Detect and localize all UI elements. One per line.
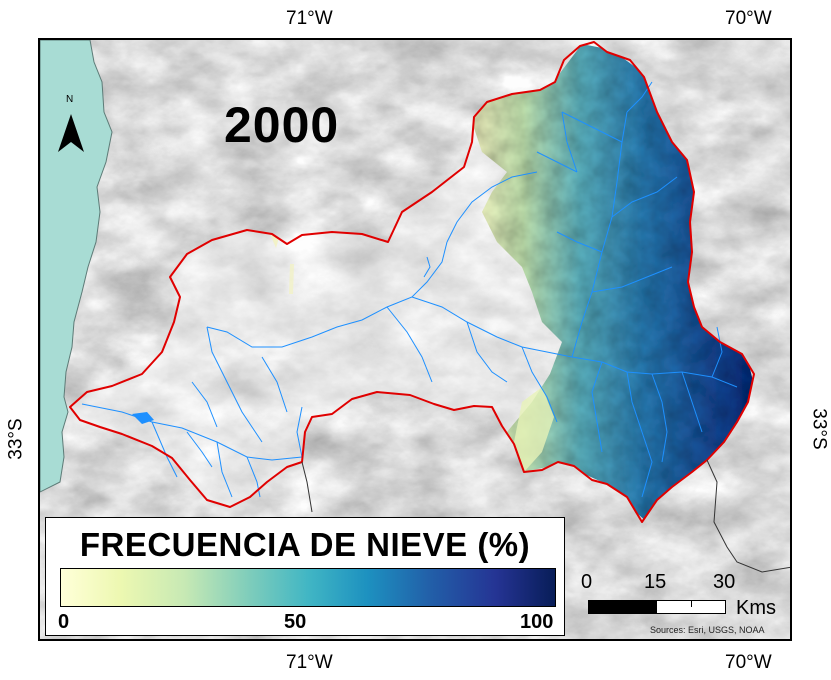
legend-min-label: 0	[58, 611, 70, 633]
lon-label-71w-bottom: 71°W	[286, 652, 333, 673]
scale-label-0: 0	[581, 571, 593, 593]
scale-bar	[588, 600, 726, 614]
lat-label-33s-left: 33°S	[5, 418, 27, 460]
year-title: 2000	[224, 97, 340, 153]
basin-outline[interactable]	[69, 41, 755, 523]
north-label: N	[66, 94, 74, 105]
river-network	[81, 81, 738, 498]
legend-mid-label: 50	[284, 611, 307, 633]
legend-box: FRECUENCIA DE NIEVE (%) 0 50 100	[45, 517, 565, 636]
admin-boundaries	[301, 459, 790, 573]
scale-label-30: 30	[713, 571, 736, 593]
legend-title: FRECUENCIA DE NIEVE (%)	[79, 526, 531, 563]
scale-unit: Kms	[736, 597, 776, 619]
north-arrow-icon	[58, 114, 84, 152]
sources-credit: Sources: Esri, USGS, NOAA	[650, 625, 765, 635]
legend-max-label: 100	[520, 611, 554, 633]
lat-label-33s-right: 33°S	[808, 408, 830, 450]
lon-label-70w-bottom: 70°W	[725, 652, 772, 673]
scale-label-15: 15	[644, 571, 667, 593]
lon-label-70w-top: 70°W	[725, 8, 772, 29]
lon-label-71w-top: 71°W	[286, 8, 333, 29]
legend-color-ramp	[60, 568, 556, 607]
scale-bar-black-segment	[589, 601, 657, 613]
reservoir	[132, 412, 154, 424]
snow-frequency-layer	[270, 44, 754, 522]
scale-bar-tick	[691, 601, 692, 607]
ocean	[40, 40, 113, 493]
